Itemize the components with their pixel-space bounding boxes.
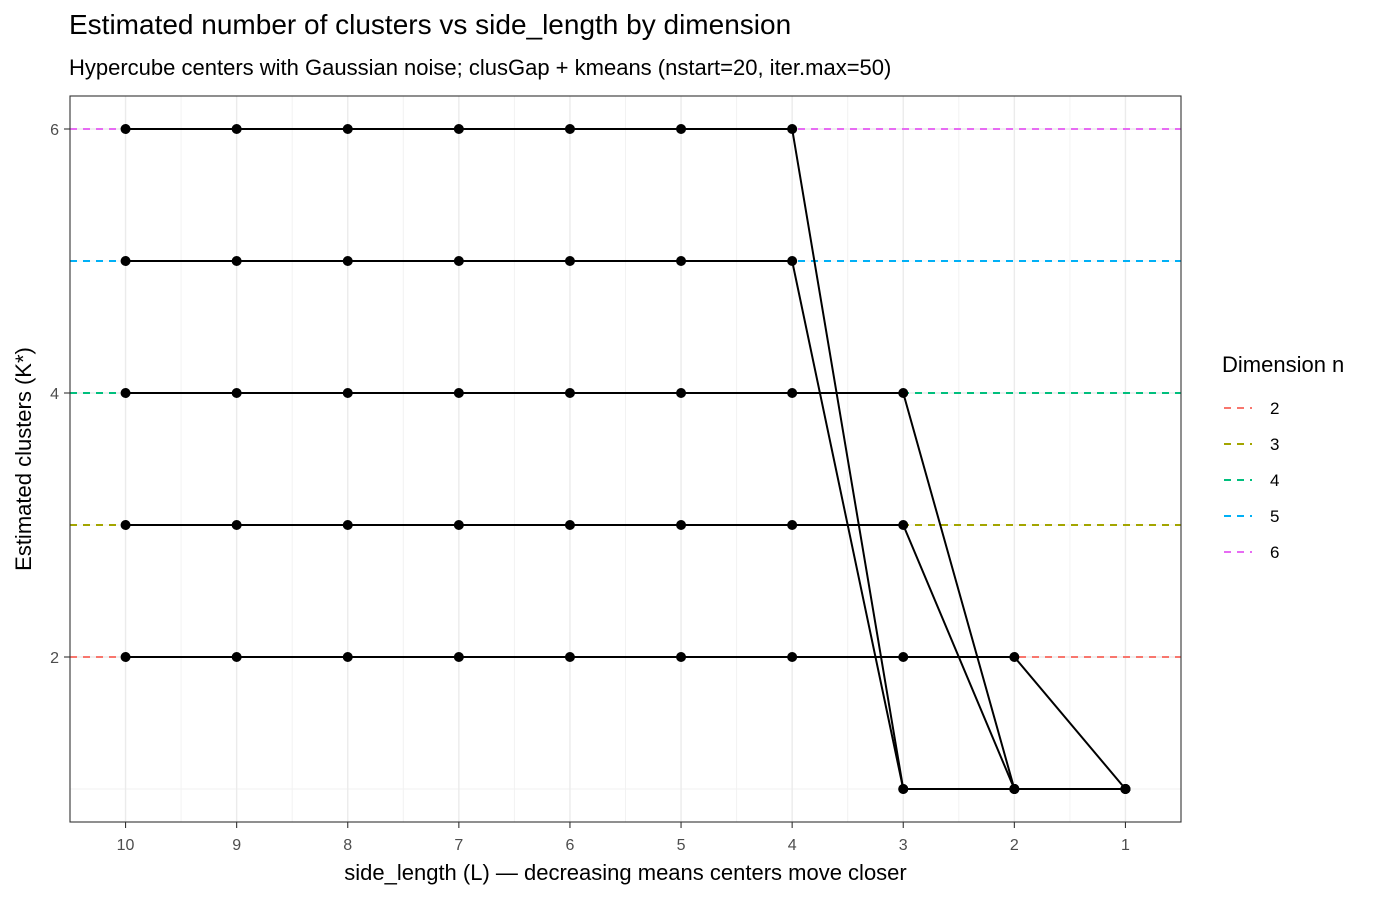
data-point-n2 bbox=[898, 652, 909, 662]
legend: Dimension n 2 3 4 5 6 bbox=[1222, 352, 1344, 562]
x-tick-label: 7 bbox=[454, 837, 463, 854]
series-lines bbox=[125, 128, 1127, 790]
y-axis-title: Estimated clusters (K*) bbox=[11, 347, 36, 571]
data-point-n3 bbox=[342, 520, 353, 530]
data-point-n6 bbox=[453, 124, 464, 134]
x-tick-label: 4 bbox=[788, 837, 797, 854]
data-point-n4 bbox=[120, 388, 131, 398]
data-point-n5 bbox=[564, 256, 575, 266]
legend-label-n2: 2 bbox=[1270, 399, 1279, 418]
data-point-n5 bbox=[676, 256, 687, 266]
data-point-n3 bbox=[676, 520, 687, 530]
data-point-n2 bbox=[676, 652, 687, 662]
legend-label-n4: 4 bbox=[1270, 471, 1279, 490]
data-point-n4 bbox=[787, 388, 798, 398]
data-point-n4 bbox=[564, 388, 575, 398]
data-point-n5 bbox=[342, 256, 353, 266]
data-point-n6 bbox=[231, 124, 242, 134]
x-axis-title: side_length (L) — decreasing means cente… bbox=[344, 860, 907, 885]
data-point-n2 bbox=[1009, 652, 1020, 662]
data-point-n4 bbox=[342, 388, 353, 398]
data-point-n4 bbox=[676, 388, 687, 398]
x-axis: 10 9 8 7 6 5 4 3 2 1 bbox=[117, 822, 1130, 854]
data-point-n2 bbox=[453, 652, 464, 662]
x-tick-label: 8 bbox=[343, 837, 352, 854]
legend-label-n3: 3 bbox=[1270, 435, 1279, 454]
data-point-n6 bbox=[1009, 784, 1020, 794]
data-point-n6 bbox=[787, 124, 798, 134]
data-point-n4 bbox=[453, 388, 464, 398]
data-point-n3 bbox=[231, 520, 242, 530]
data-point-n4 bbox=[898, 388, 909, 398]
data-point-n3 bbox=[898, 520, 909, 530]
x-tick-label: 6 bbox=[565, 837, 574, 854]
data-point-n6 bbox=[676, 124, 687, 134]
legend-title: Dimension n bbox=[1222, 352, 1344, 377]
x-tick-label: 3 bbox=[899, 837, 908, 854]
x-tick-label: 2 bbox=[1010, 837, 1019, 854]
series-points bbox=[120, 124, 1131, 794]
data-point-n5 bbox=[453, 256, 464, 266]
data-point-n6 bbox=[1120, 784, 1131, 794]
data-point-n3 bbox=[787, 520, 798, 530]
data-point-n3 bbox=[564, 520, 575, 530]
data-point-n6 bbox=[564, 124, 575, 134]
legend-label-n6: 6 bbox=[1270, 543, 1279, 562]
chart-title: Estimated number of clusters vs side_len… bbox=[69, 9, 792, 40]
data-point-n4 bbox=[231, 388, 242, 398]
x-tick-label: 1 bbox=[1121, 837, 1130, 854]
legend-label-n5: 5 bbox=[1270, 507, 1279, 526]
x-tick-label: 5 bbox=[677, 837, 686, 854]
data-point-n3 bbox=[120, 520, 131, 530]
data-point-n2 bbox=[231, 652, 242, 662]
data-point-n2 bbox=[120, 652, 131, 662]
x-tick-label: 10 bbox=[117, 837, 135, 854]
y-tick-label: 6 bbox=[50, 122, 59, 139]
data-point-n2 bbox=[342, 652, 353, 662]
y-axis: 2 4 6 bbox=[50, 122, 70, 667]
data-point-n2 bbox=[787, 652, 798, 662]
series-line-n6 bbox=[125, 128, 1126, 790]
data-point-n5 bbox=[787, 256, 798, 266]
data-point-n6 bbox=[898, 784, 909, 794]
panel-border bbox=[69, 95, 1182, 823]
data-point-n3 bbox=[453, 520, 464, 530]
data-point-n6 bbox=[342, 124, 353, 134]
series-line-n3 bbox=[125, 524, 1126, 790]
series-line-n4 bbox=[125, 392, 1126, 790]
data-point-n2 bbox=[564, 652, 575, 662]
data-point-n5 bbox=[120, 256, 131, 266]
data-point-n5 bbox=[231, 256, 242, 266]
chart-subtitle: Hypercube centers with Gaussian noise; c… bbox=[69, 55, 892, 80]
y-tick-label: 2 bbox=[50, 650, 59, 667]
y-tick-label: 4 bbox=[50, 386, 59, 403]
x-tick-label: 9 bbox=[232, 837, 241, 854]
data-point-n6 bbox=[120, 124, 131, 134]
